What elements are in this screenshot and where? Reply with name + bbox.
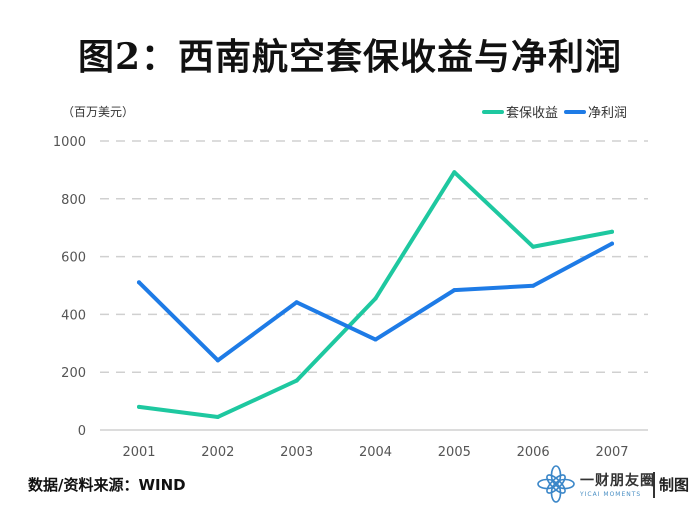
x-tick-label: 2001 bbox=[122, 445, 155, 460]
data-point bbox=[610, 241, 614, 246]
data-point bbox=[215, 414, 220, 419]
series-line-1 bbox=[137, 241, 614, 363]
brand-name: 一财朋友圈 bbox=[580, 473, 655, 489]
x-tick-label: 2005 bbox=[438, 445, 471, 460]
y-tick-label: 1000 bbox=[53, 135, 86, 150]
y-tick-label: 200 bbox=[61, 366, 86, 381]
data-point bbox=[452, 170, 457, 175]
data-point bbox=[137, 404, 141, 409]
data-point bbox=[215, 358, 220, 363]
legend-label: 套保收益 bbox=[506, 105, 558, 121]
brand-subtitle: YICAI MOMENTS bbox=[580, 491, 642, 498]
x-tick-label: 2006 bbox=[517, 445, 550, 460]
flower-logo-icon bbox=[537, 465, 575, 503]
y-tick-label: 0 bbox=[78, 424, 86, 439]
data-point bbox=[531, 244, 536, 249]
data-point bbox=[373, 296, 378, 301]
series-line-0 bbox=[137, 170, 614, 419]
x-tick-label: 2002 bbox=[201, 445, 234, 460]
y-tick-label: 600 bbox=[61, 251, 86, 266]
data-point bbox=[137, 280, 141, 285]
data-point bbox=[373, 337, 378, 342]
data-point bbox=[531, 283, 536, 288]
y-unit-label: （百万美元） bbox=[62, 105, 134, 119]
data-point bbox=[294, 300, 299, 305]
data-source: 数据/资料来源：WIND bbox=[28, 476, 186, 494]
brand-separator bbox=[653, 472, 655, 498]
brand-mark: 一财朋友圈 YICAI MOMENTS 制图 bbox=[536, 464, 696, 504]
data-point bbox=[452, 288, 457, 293]
x-tick-label: 2007 bbox=[595, 445, 628, 460]
y-tick-label: 800 bbox=[61, 193, 86, 208]
legend-label: 净利润 bbox=[588, 106, 627, 121]
x-tick-label: 2004 bbox=[359, 445, 392, 460]
x-tick-label: 2003 bbox=[280, 445, 313, 460]
chart-title: 图2：西南航空套保收益与净利润 bbox=[77, 36, 623, 78]
y-tick-label: 400 bbox=[61, 308, 86, 323]
brand-tag: 制图 bbox=[659, 476, 690, 494]
data-point bbox=[610, 229, 614, 234]
data-point bbox=[294, 378, 299, 383]
